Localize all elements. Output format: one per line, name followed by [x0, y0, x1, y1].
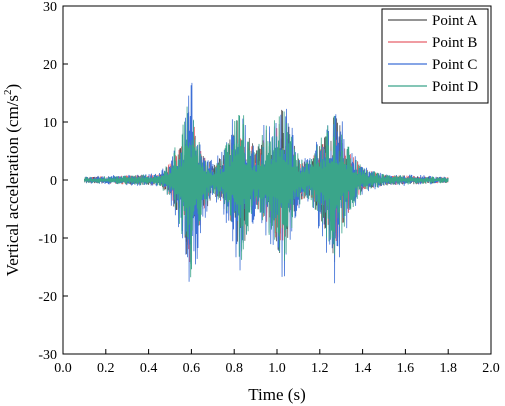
y-tick-label: 30	[43, 0, 57, 15]
y-tick-label: -10	[38, 232, 57, 247]
y-tick-label: -30	[38, 348, 57, 363]
y-axis-label-close: )	[3, 84, 22, 90]
x-axis-label: Time (s)	[248, 385, 305, 404]
y-tick-label: 20	[43, 58, 57, 73]
x-tick-label: 2.0	[482, 361, 500, 376]
plot-series	[84, 82, 449, 284]
series-line-point-d	[84, 106, 449, 278]
x-tick-label: 0.2	[97, 361, 115, 376]
x-tick-label: 1.8	[439, 361, 457, 376]
x-axis-ticks: 0.0 0.2 0.4 0.6 0.8 1.0 1.2 1.4 1.6 1.8 2.0	[54, 349, 500, 376]
y-tick-label: 0	[50, 174, 57, 189]
y-axis-label-main: Vertical acceleration (cm/s	[3, 95, 22, 276]
x-tick-label: 0.6	[183, 361, 201, 376]
y-axis-ticks: -30 -20 -10 0 10 20 30	[38, 0, 68, 363]
legend: Point A Point B Point C Point D	[381, 8, 489, 104]
legend-label-point-d: Point D	[432, 79, 478, 95]
legend-label-point-c: Point C	[432, 57, 477, 73]
x-tick-label: 0.4	[140, 361, 158, 376]
x-tick-label: 0.0	[54, 361, 72, 376]
y-tick-label: 10	[43, 116, 57, 131]
legend-box	[381, 8, 489, 104]
y-axis-label: Vertical acceleration (cm/s2)	[2, 84, 22, 276]
x-tick-label: 1.2	[311, 361, 329, 376]
y-axis-label-superscript: 2	[2, 89, 14, 95]
legend-label-point-a: Point A	[432, 13, 478, 29]
y-tick-label: -20	[38, 290, 57, 305]
x-tick-label: 1.0	[268, 361, 286, 376]
legend-label-point-b: Point B	[432, 35, 477, 51]
x-tick-label: 1.6	[397, 361, 415, 376]
x-tick-label: 1.4	[354, 361, 372, 376]
x-tick-label: 0.8	[225, 361, 243, 376]
